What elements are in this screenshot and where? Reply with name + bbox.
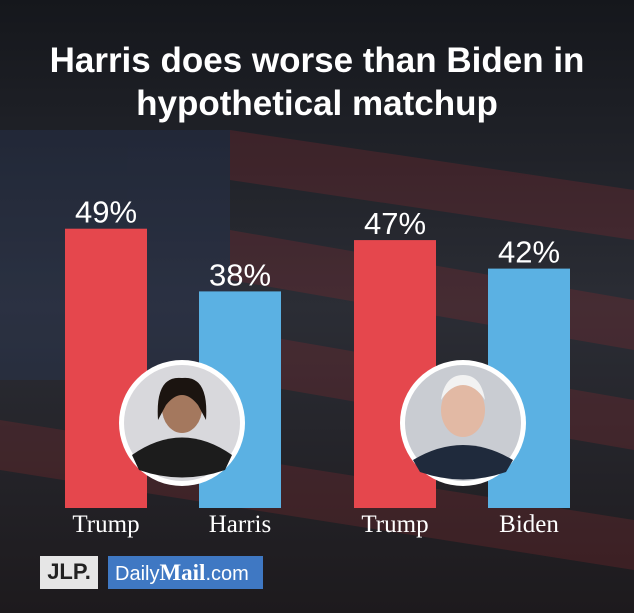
value-label: 42% (498, 235, 560, 270)
publisher-text: DailyMail.com (115, 560, 249, 585)
bar (65, 228, 147, 508)
portrait (119, 360, 245, 486)
value-label: 49% (75, 195, 137, 230)
category-label: Trump (72, 511, 139, 538)
portrait (400, 360, 526, 486)
title-line: Harris does worse than Biden in (50, 41, 585, 80)
category-label: Biden (499, 511, 559, 538)
publisher-part: Mail (159, 560, 205, 585)
source-logo (40, 556, 98, 589)
publisher-part: Daily (115, 563, 159, 585)
title-line: hypothetical matchup (136, 84, 498, 123)
value-label: 47% (364, 206, 426, 241)
publisher-part: .com (205, 563, 248, 585)
category-label: Harris (209, 511, 271, 538)
publisher-logo (108, 556, 263, 589)
value-label: 38% (209, 257, 271, 292)
category-label: Trump (361, 511, 428, 538)
source-text: JLP. (47, 559, 91, 584)
